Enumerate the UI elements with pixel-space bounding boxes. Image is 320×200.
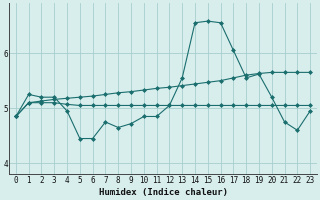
X-axis label: Humidex (Indice chaleur): Humidex (Indice chaleur) (99, 188, 228, 197)
